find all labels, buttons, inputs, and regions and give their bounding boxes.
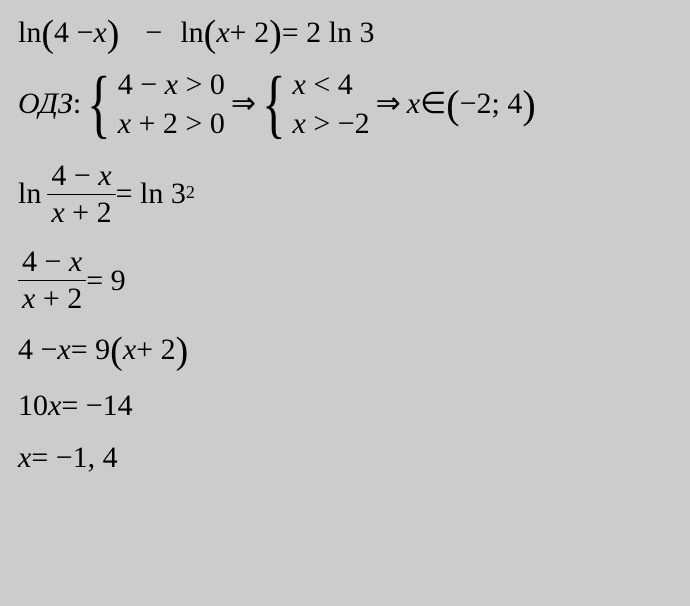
colon: : bbox=[73, 89, 81, 119]
ln-token: ln bbox=[18, 179, 41, 209]
equation-line-6: 10x = −14 bbox=[18, 391, 672, 421]
ln-token: ln bbox=[18, 18, 41, 48]
expr: = ln 3 bbox=[116, 179, 186, 209]
equation-line-1: ln ( 4 − x ) − ln ( x + 2 ) = 2 ln 3 bbox=[18, 14, 672, 52]
equation-line-3: ln 4 − x x + 2 = ln 32 bbox=[18, 160, 672, 228]
system-1: { 4 − x > 0 x + 2 > 0 bbox=[87, 66, 225, 142]
equation-line-5: 4 − x = 9 ( x + 2 ) bbox=[18, 331, 672, 369]
odz-label: ОДЗ bbox=[18, 89, 73, 119]
paren-close: ) bbox=[269, 15, 282, 53]
system-row: x > −2 bbox=[292, 107, 369, 140]
minus-op: − bbox=[145, 18, 162, 48]
paren-open: ( bbox=[204, 15, 217, 53]
expr: = 9 bbox=[86, 266, 125, 296]
implies-arrow-icon: ⇒ bbox=[376, 89, 401, 119]
domain-line: ОДЗ : { 4 − x > 0 x + 2 > 0 ⇒ { x < 4 bbox=[18, 66, 672, 142]
equation-line-4: 4 − x x + 2 = 9 bbox=[18, 246, 672, 314]
implies-arrow-icon: ⇒ bbox=[231, 89, 256, 119]
ln-token: ln bbox=[180, 18, 203, 48]
paren-open: ( bbox=[41, 15, 54, 53]
interval-body: −2; 4 bbox=[460, 89, 523, 119]
paren-close: ) bbox=[176, 332, 189, 370]
expr: + 2 bbox=[230, 18, 269, 48]
fraction: 4 − x x + 2 bbox=[47, 160, 115, 228]
var-x: x bbox=[216, 18, 229, 48]
fraction-bar bbox=[18, 280, 86, 281]
exponent: 2 bbox=[186, 183, 195, 201]
paren-close: ) bbox=[107, 15, 120, 53]
paren-close: ) bbox=[522, 85, 535, 125]
curly-brace-icon: { bbox=[87, 66, 111, 142]
system-row: x < 4 bbox=[292, 68, 369, 101]
curly-brace-icon: { bbox=[262, 66, 286, 142]
element-of: ∈ bbox=[420, 89, 446, 119]
expr: = 2 ln 3 bbox=[282, 18, 375, 48]
equation-line-7: x = −1, 4 bbox=[18, 443, 672, 473]
system-row: x + 2 > 0 bbox=[118, 107, 225, 140]
system-2: { x < 4 x > −2 bbox=[262, 66, 370, 142]
expr: 4 − bbox=[54, 18, 93, 48]
system-row: 4 − x > 0 bbox=[118, 68, 225, 101]
fraction-bar bbox=[47, 194, 115, 195]
paren-open: ( bbox=[446, 85, 459, 125]
paren-open: ( bbox=[110, 332, 123, 370]
var-x: x bbox=[93, 18, 106, 48]
fraction: 4 − x x + 2 bbox=[18, 246, 86, 314]
var-x: x bbox=[407, 89, 420, 119]
